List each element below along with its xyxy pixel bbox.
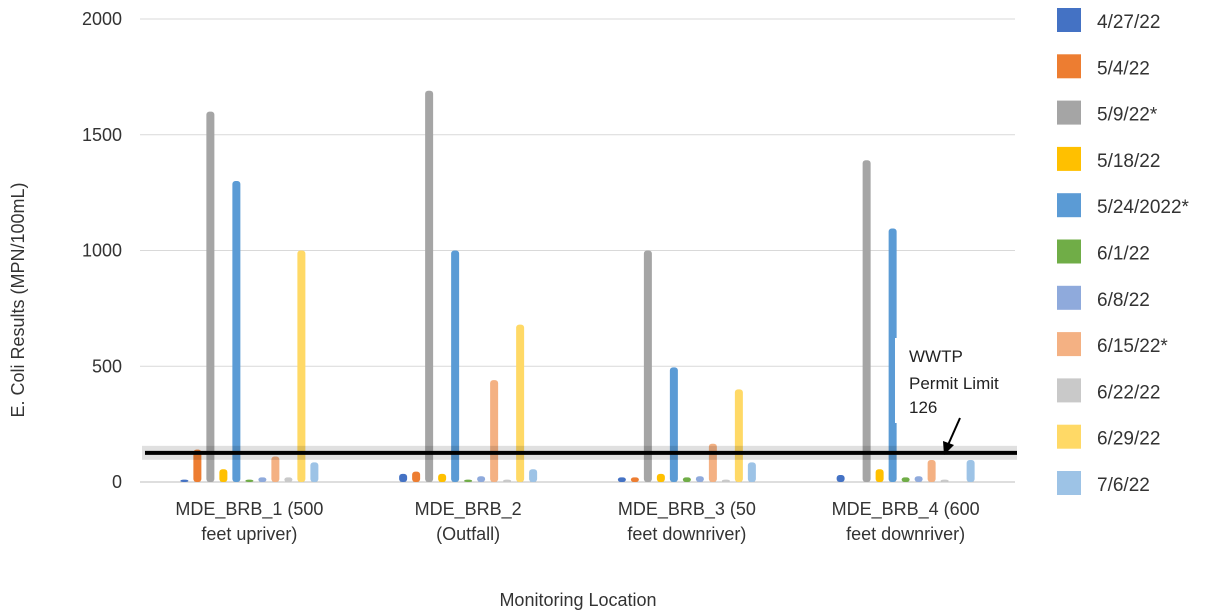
bar — [966, 460, 975, 482]
bar — [747, 462, 756, 482]
legend-label: 6/22/22 — [1097, 382, 1160, 403]
legend-swatch — [1057, 285, 1081, 310]
permit-limit-reference: WWTP Permit Limit 126 — [142, 338, 1045, 460]
y-tick-label: 1000 — [82, 241, 122, 261]
bar — [310, 462, 319, 482]
legend-label: 5/18/22 — [1097, 151, 1160, 172]
legend-label: 5/9/22* — [1097, 105, 1158, 126]
x-axis-categories: MDE_BRB_1 (500 feet upriver) MDE_BRB_2 (Out… — [175, 499, 979, 544]
bar — [284, 477, 293, 482]
x-category-label: MDE_BRB_2 — [415, 499, 522, 520]
bar — [464, 479, 473, 482]
bar — [940, 479, 949, 482]
bar — [529, 469, 538, 482]
gridlines — [140, 18, 1015, 483]
bar — [516, 324, 525, 482]
bar — [695, 476, 704, 482]
bar — [219, 469, 228, 482]
x-category-label: (Outfall) — [436, 524, 500, 544]
permit-limit-label: WWTP — [909, 347, 963, 366]
bar — [477, 476, 486, 482]
bar — [451, 250, 460, 482]
bar — [206, 111, 215, 482]
bar — [193, 449, 202, 482]
legend-swatch — [1057, 193, 1081, 218]
bar — [901, 477, 910, 482]
legend-label: 5/24/2022* — [1097, 197, 1190, 218]
legend-swatch — [1057, 54, 1081, 79]
legend-swatch — [1057, 424, 1081, 449]
legend-label: 7/6/22 — [1097, 475, 1150, 496]
y-tick-label: 2000 — [82, 9, 122, 29]
bar — [412, 471, 421, 482]
bar — [721, 479, 730, 482]
bar — [862, 160, 871, 482]
bar — [438, 473, 447, 482]
permit-limit-arrow-head — [943, 441, 954, 455]
bar — [927, 460, 936, 482]
legend-label: 6/29/22 — [1097, 429, 1160, 450]
x-category-label: MDE_BRB_1 (500 — [175, 499, 323, 520]
legend-swatch — [1057, 239, 1081, 264]
bar — [643, 250, 652, 482]
legend-swatch — [1057, 8, 1081, 32]
legend-label: 6/15/22* — [1097, 336, 1168, 357]
legend: 4/27/22 5/4/22 5/9/22* 5/18/22 5/24/2022* 6/1… — [1057, 8, 1190, 496]
bar — [258, 477, 267, 482]
permit-limit-label: Permit Limit — [909, 374, 999, 393]
x-category-label: feet downriver) — [846, 524, 965, 544]
bar — [836, 475, 845, 482]
x-category-label: MDE_BRB_4 (600 — [832, 499, 980, 520]
legend-label: 6/1/22 — [1097, 244, 1150, 265]
permit-limit-arrow-shaft — [947, 417, 961, 446]
legend-swatch — [1057, 100, 1081, 125]
bar — [490, 380, 499, 482]
bar — [245, 479, 254, 482]
bar — [669, 367, 678, 482]
bar — [180, 479, 189, 482]
legend-swatch — [1057, 378, 1081, 403]
legend-label: 6/8/22 — [1097, 290, 1150, 311]
legend-swatch — [1057, 332, 1081, 357]
permit-limit-label: 126 — [909, 398, 937, 417]
bar — [682, 477, 691, 482]
bars — [180, 90, 975, 483]
bar — [399, 473, 408, 482]
permit-limit-label-box — [895, 338, 1045, 423]
bar — [617, 477, 626, 482]
legend-swatch — [1057, 471, 1081, 495]
x-category-label: MDE_BRB_3 (50 — [618, 499, 756, 520]
x-category-label: feet upriver) — [201, 524, 297, 544]
legend-label: 4/27/22 — [1097, 12, 1160, 33]
y-tick-label: 500 — [92, 356, 122, 376]
bar — [232, 181, 241, 483]
legend-label: 5/4/22 — [1097, 58, 1150, 79]
y-tick-label: 0 — [112, 472, 122, 492]
x-category-label: feet downriver) — [627, 524, 746, 544]
bar — [425, 90, 434, 482]
y-axis-ticks: 0 500 1000 1500 2000 — [82, 9, 122, 492]
bar — [503, 479, 512, 482]
y-axis-title: E. Coli Results (MPN/100mL) — [8, 182, 28, 417]
legend-swatch — [1057, 146, 1081, 171]
bar — [888, 228, 897, 482]
x-axis-title: Monitoring Location — [499, 590, 656, 610]
bar — [734, 389, 743, 482]
bar — [656, 473, 665, 482]
bar — [914, 476, 923, 482]
bar — [630, 477, 639, 482]
y-tick-label: 1500 — [82, 125, 122, 145]
bar — [271, 456, 280, 482]
bar — [875, 469, 884, 482]
bar — [297, 250, 306, 482]
